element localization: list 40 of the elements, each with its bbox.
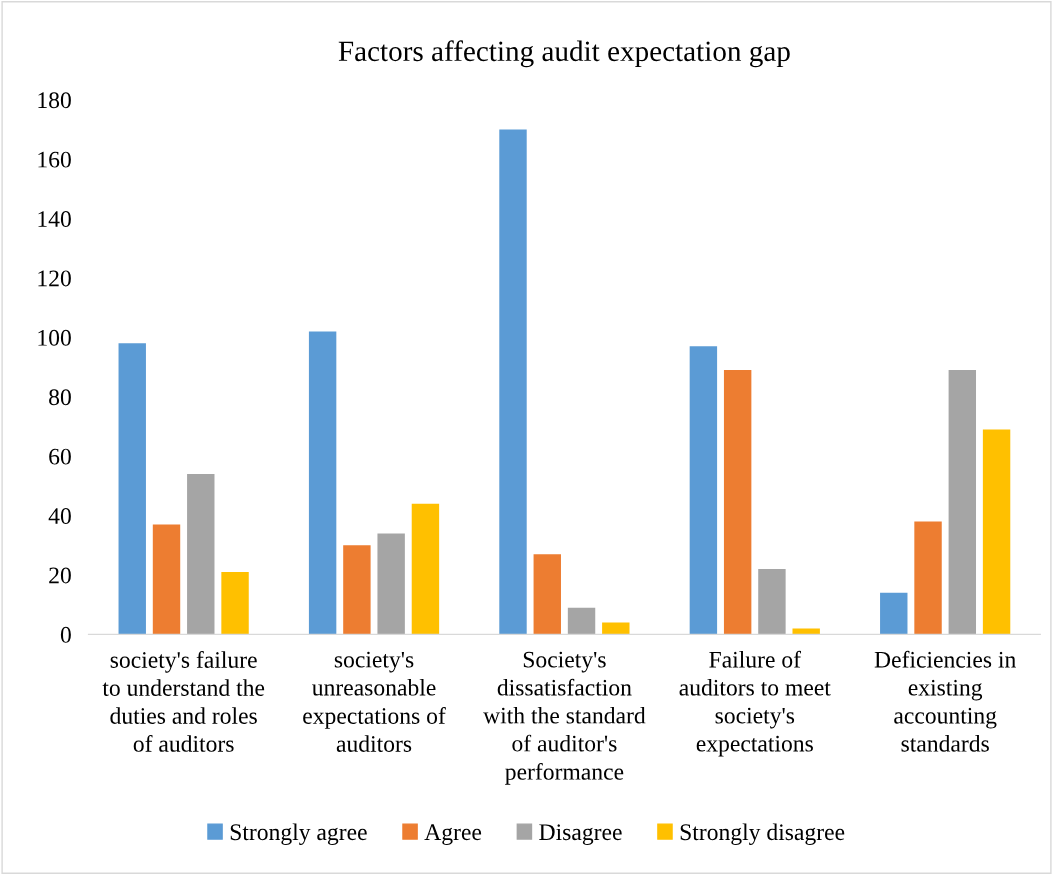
bar (689, 346, 718, 635)
y-tick-label: 100 (38, 329, 71, 346)
x-tick-label: Deficiencies in existing accounting standards (874, 650, 1016, 752)
bar (567, 607, 596, 635)
y-tick-label: 40 (48, 508, 71, 524)
y-tick-label: 180 (38, 92, 71, 109)
bar (723, 370, 752, 635)
chart-title: Factors affecting audit expectation gap (338, 40, 790, 68)
bar (152, 524, 181, 635)
y-tick-label: 120 (38, 270, 71, 287)
x-tick-label: society's unreasonable expectations of auditors (303, 651, 446, 752)
y-tick-label: 80 (49, 389, 71, 406)
bar (533, 554, 561, 635)
legend-label: Agree (424, 824, 482, 845)
legend-label: Strongly disagree (680, 823, 845, 845)
y-tick-label: 140 (38, 211, 71, 227)
x-tick-label: Failure of auditors to meet society's expectations (679, 650, 831, 757)
bar (948, 370, 977, 635)
y-tick-label: 60 (49, 448, 71, 465)
bar (377, 533, 405, 635)
bar (118, 343, 146, 635)
bar (411, 503, 440, 635)
bar (758, 569, 786, 635)
bar (880, 592, 908, 635)
bar (187, 473, 215, 635)
x-tick-label: society's failure to understand the duties and roles of auditors (102, 651, 265, 752)
y-tick-label: 0 (60, 626, 71, 643)
bar (343, 545, 371, 635)
y-tick-label: 20 (49, 567, 71, 584)
legend-label: Strongly agree (230, 823, 367, 845)
bar (221, 572, 249, 635)
y-tick-label: 160 (38, 151, 71, 168)
bar (602, 622, 630, 635)
x-tick-label: Society's dissatisfaction with the standard of auditor's performance (483, 651, 646, 785)
bar (308, 331, 337, 635)
bar (982, 429, 1011, 635)
bar (499, 129, 527, 635)
bar (914, 521, 942, 635)
legend-label: Disagree (539, 824, 622, 845)
bar (792, 628, 820, 635)
